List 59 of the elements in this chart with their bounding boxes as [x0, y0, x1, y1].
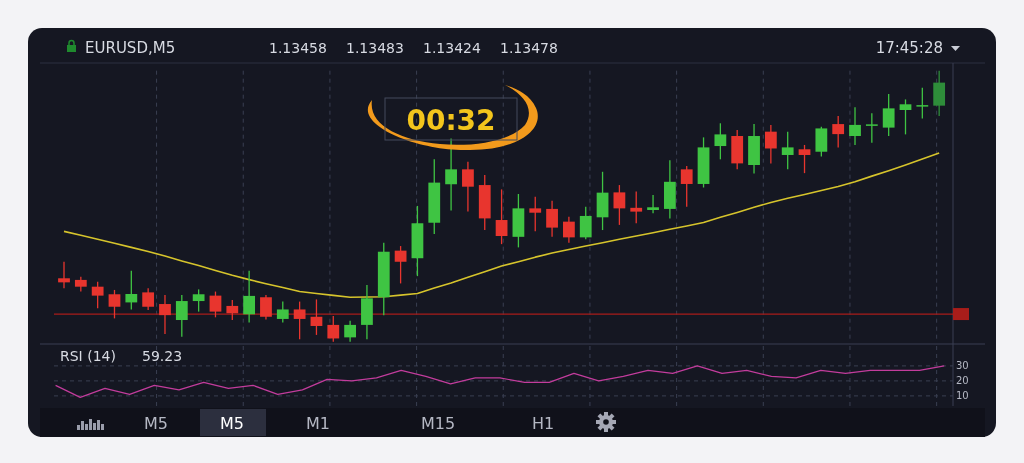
candlestick	[849, 106, 861, 146]
candlestick	[865, 112, 878, 144]
text: 1.13478	[500, 40, 558, 56]
text: 1.13458	[269, 40, 327, 56]
chart-title: EURUSD,M5	[85, 39, 176, 57]
candlestick	[310, 298, 323, 336]
text: 1.13483	[346, 40, 404, 56]
candlestick	[495, 188, 508, 245]
candlestick	[344, 320, 356, 343]
y-tick-label: 10	[956, 390, 969, 402]
candlestick	[159, 294, 171, 335]
candlestick	[327, 315, 340, 343]
candlestick	[243, 270, 256, 324]
candlestick	[462, 161, 474, 213]
text: H1	[531, 414, 555, 433]
candlestick	[209, 290, 222, 318]
text: 1.13424	[423, 40, 481, 56]
annotation: 00:32	[406, 104, 496, 137]
candlestick	[815, 126, 828, 158]
candlestick	[579, 206, 592, 240]
candlestick	[260, 294, 272, 321]
candlestick	[563, 216, 575, 244]
text: M15	[420, 414, 456, 433]
candlestick	[916, 87, 929, 120]
line-series	[54, 365, 945, 398]
candlestick	[175, 294, 188, 338]
candlestick	[293, 300, 306, 340]
y-tick-label: 30	[956, 360, 969, 372]
candlestick	[529, 196, 542, 232]
candlestick	[647, 194, 659, 214]
candlestick	[394, 245, 407, 285]
text: M5	[144, 414, 168, 433]
candlestick	[899, 98, 912, 136]
candlestick	[613, 184, 626, 226]
candlestick	[546, 200, 558, 238]
chart-title: RSI (14)	[60, 348, 116, 364]
candlestick	[192, 288, 205, 313]
candlestick	[142, 287, 155, 311]
candlestick	[125, 270, 138, 311]
candlestick	[276, 300, 289, 324]
candlestick	[445, 137, 457, 212]
candlestick	[91, 281, 104, 310]
text: M1	[306, 414, 330, 433]
candlestick	[781, 131, 794, 170]
candlestick	[933, 70, 946, 117]
y-tick-label: 20	[956, 375, 969, 387]
annotation: 59.23	[142, 348, 183, 364]
candlestick	[630, 190, 643, 224]
candlestick	[764, 124, 777, 165]
candlestick	[108, 289, 121, 320]
candlestick	[680, 165, 693, 208]
text: 17:45:28	[875, 39, 943, 57]
candlestick	[832, 115, 845, 149]
candlestick	[58, 261, 70, 289]
candlestick	[882, 93, 895, 137]
candlestick	[226, 299, 239, 321]
text: M5	[220, 414, 244, 433]
candlestick	[798, 144, 811, 174]
candlestick	[714, 122, 727, 160]
